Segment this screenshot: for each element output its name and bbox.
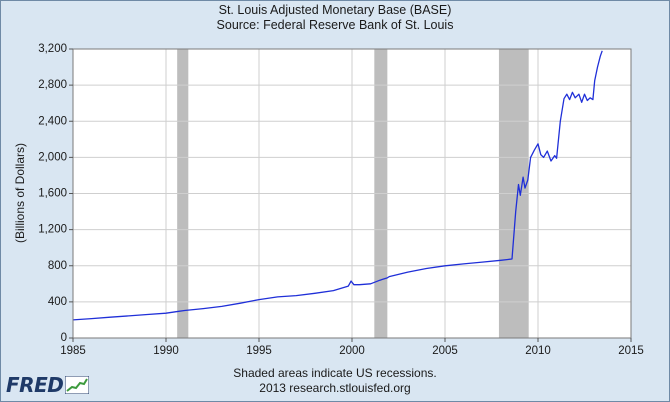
chart-trend-icon bbox=[65, 376, 90, 394]
x-tick-label: 1995 bbox=[246, 345, 272, 357]
y-tick-label: 2,000 bbox=[38, 151, 67, 163]
credit-text: 2013 research.stlouisfed.org bbox=[259, 381, 411, 395]
x-tick-label: 1990 bbox=[153, 345, 179, 357]
x-axis: 1985 1990 1995 2000 2005 2010 2015 bbox=[60, 338, 644, 357]
series-line-base bbox=[72, 50, 603, 321]
y-tick-label: 400 bbox=[48, 296, 67, 308]
fred-logo[interactable]: FRED bbox=[6, 373, 90, 397]
series-layer bbox=[72, 50, 603, 321]
y-tick-label: 3,200 bbox=[38, 43, 67, 55]
x-tick-label: 2010 bbox=[525, 345, 551, 357]
y-tick-label: 800 bbox=[48, 260, 67, 272]
chart-title: St. Louis Adjusted Monetary Base (BASE) bbox=[218, 3, 452, 17]
y-tick-label: 1,600 bbox=[38, 188, 67, 200]
recession-note: Shaded areas indicate US recessions. bbox=[233, 366, 437, 380]
y-axis: 0 400 800 1,200 1,600 2,000 2,400 2,800 3,200 bbox=[38, 43, 73, 344]
y-tick-label: 0 bbox=[61, 332, 67, 344]
x-tick-label: 2015 bbox=[618, 345, 644, 357]
chart-subtitle: Source: Federal Reserve Bank of St. Loui… bbox=[216, 18, 454, 32]
x-tick-label: 2000 bbox=[339, 345, 365, 357]
gridlines bbox=[73, 49, 631, 338]
y-tick-label: 1,200 bbox=[38, 224, 67, 236]
x-tick-label: 2005 bbox=[432, 345, 458, 357]
x-tick-label: 1985 bbox=[60, 345, 86, 357]
fred-logo-text: FRED bbox=[6, 373, 64, 397]
y-tick-label: 2,800 bbox=[38, 79, 67, 91]
y-tick-label: 2,400 bbox=[38, 115, 67, 127]
y-axis-label: (Billions of Dollars) bbox=[13, 143, 27, 243]
